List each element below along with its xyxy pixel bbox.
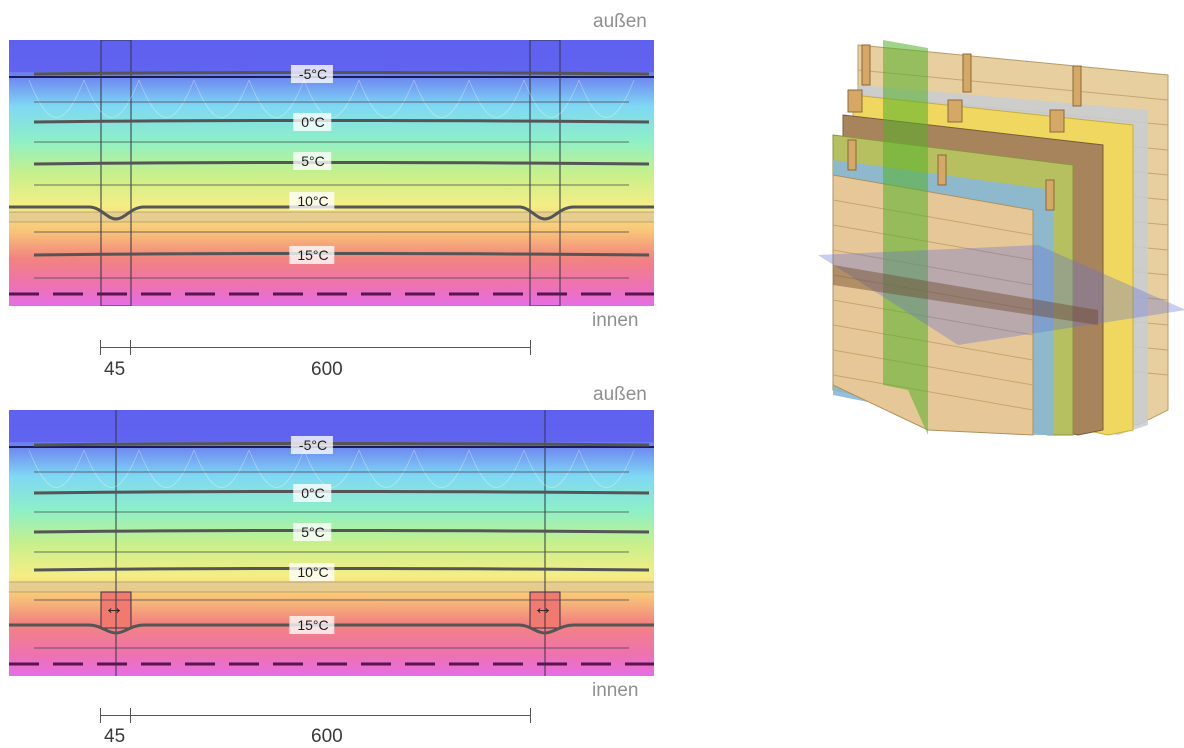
isotherm-label: -5°C: [290, 436, 334, 454]
stud-width-dimension: 45: [104, 359, 126, 380]
isotherm-line: [33, 567, 650, 572]
detail-arrow-icon: ↔: [104, 597, 124, 619]
isotherm-label: -5°C: [290, 65, 334, 83]
isotherm-line: [33, 442, 650, 447]
isotherm-label: 10°C: [289, 192, 335, 210]
detail-arrow-icon: ↔: [533, 597, 553, 619]
thermal-section-bottom: -5°C 0°C 5°C 10°C 15°C ↔ ↔: [9, 410, 654, 676]
inside-label-top: innen: [592, 310, 639, 331]
isotherm-line: [33, 490, 650, 495]
inside-label-bottom: innen: [592, 680, 639, 701]
dimension-line-top: [100, 340, 532, 360]
isotherm-label: 15°C: [289, 616, 335, 634]
isotherm-line: [33, 161, 650, 166]
outside-label-top: außen: [593, 11, 647, 32]
isotherm-label: 5°C: [293, 152, 331, 170]
isotherm-line: [33, 529, 650, 534]
stud-spacing-dimension: 600: [311, 726, 343, 747]
wall-layers-illustration: [818, 40, 1184, 436]
isotherm-line: [33, 71, 650, 76]
stud-width-dimension: 45: [104, 726, 126, 747]
isotherm-label: 5°C: [293, 523, 331, 541]
isotherm-line: [33, 119, 650, 124]
isotherm-label: 0°C: [293, 484, 331, 502]
outside-label-bottom: außen: [593, 384, 647, 405]
isotherm-label: 0°C: [293, 113, 331, 131]
isotherm-label: 10°C: [289, 563, 335, 581]
dimension-line-bottom: [100, 708, 532, 728]
isotherm-label: 15°C: [289, 246, 335, 264]
isotherm-line: [33, 252, 650, 257]
stud-spacing-dimension: 600: [311, 359, 343, 380]
wall-construction-3d-view: [818, 40, 1184, 440]
thermal-section-top: -5°C 0°C 5°C 10°C 15°C: [9, 40, 654, 306]
